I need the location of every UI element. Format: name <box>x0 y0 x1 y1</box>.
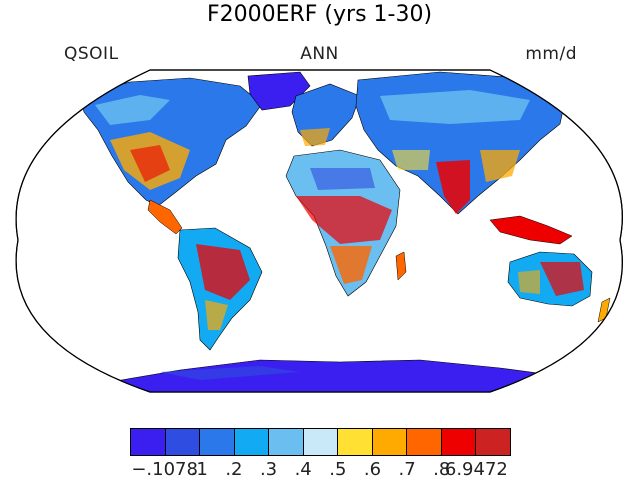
colorbar-swatch <box>476 429 511 455</box>
plot-title: F2000ERF (yrs 1-30) <box>206 2 433 27</box>
colorbar-swatch <box>200 429 235 455</box>
colorbar-tick-label: .5 <box>329 459 347 480</box>
greenland <box>247 71 311 111</box>
colorbar-swatch <box>338 429 373 455</box>
colorbar-tick-label: .3 <box>259 459 278 480</box>
variable-label: QSOIL <box>64 44 119 64</box>
colorbar-swatch <box>372 429 408 455</box>
madagascar <box>395 251 407 281</box>
colorbar-tick-label: .1 <box>190 459 208 480</box>
maritime-southeast-asia <box>489 215 573 245</box>
colorbar-tick-label: .8 <box>433 459 451 480</box>
colorbar-swatch <box>131 429 166 455</box>
colorbar-tick-label: −.1078 <box>131 459 198 480</box>
colorbar-swatch <box>165 429 201 455</box>
units-label: mm/d <box>525 44 577 64</box>
colorbar-tick-label: .2 <box>225 459 243 480</box>
central-america <box>147 199 183 235</box>
colorbar-swatch <box>407 429 442 455</box>
colorbar-swatch <box>303 429 339 455</box>
colorbar-tick-label: .4 <box>294 459 312 480</box>
colorbar-tick-label: .7 <box>398 459 416 480</box>
colorbar-swatch <box>269 429 304 455</box>
period-label: ANN <box>300 44 339 64</box>
colorbar-swatch <box>441 429 477 455</box>
colorbar-tick-label: 6.9472 <box>444 459 508 480</box>
colorbar <box>130 428 511 456</box>
antarctica <box>109 359 561 392</box>
colorbar-tick-label: .6 <box>363 459 382 480</box>
colorbar-swatch <box>234 429 270 455</box>
